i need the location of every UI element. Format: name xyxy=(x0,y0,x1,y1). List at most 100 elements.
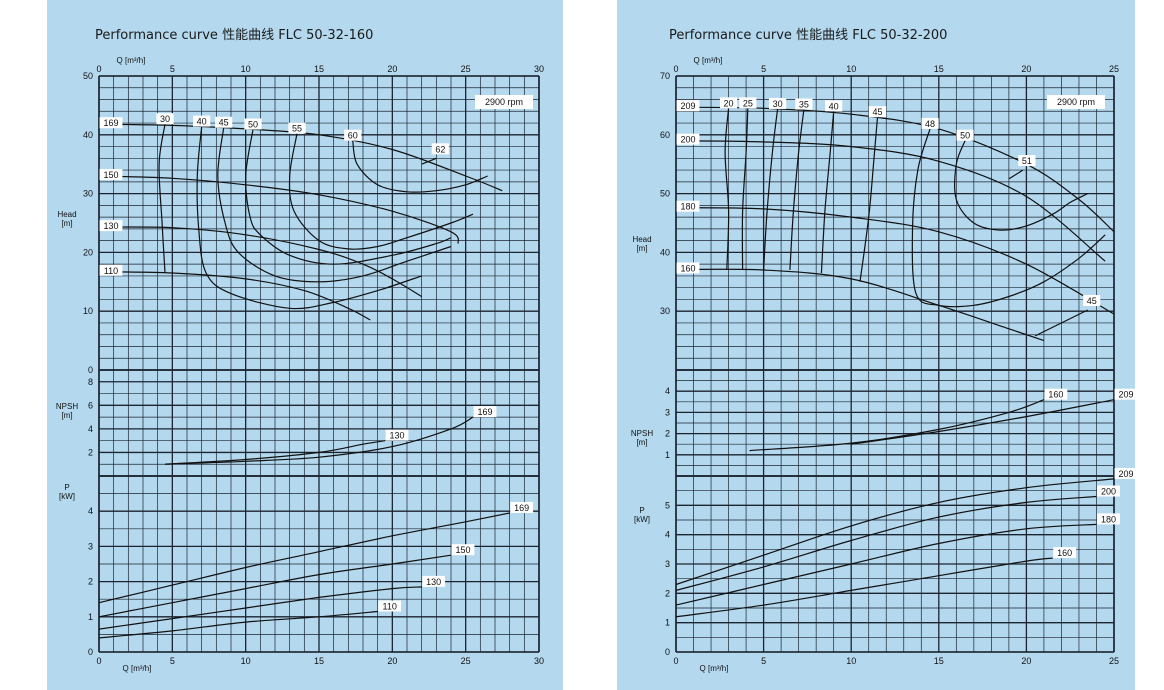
power-label-110-bg xyxy=(378,600,402,612)
npsh-curve-160 xyxy=(749,399,1045,452)
head-curve-180 xyxy=(675,207,1115,315)
x-tick-label-top: 15 xyxy=(314,64,324,74)
efficiency-label-30-bg xyxy=(769,97,787,109)
power-label-110: 110 xyxy=(382,602,396,612)
efficiency-label-55-bg xyxy=(288,122,306,134)
x-tick-label-top: 15 xyxy=(934,64,944,74)
efficiency-curve-50 xyxy=(954,140,1088,231)
top-axis-label: Q [m³/h] xyxy=(694,56,723,65)
head-curve-110 xyxy=(98,271,371,321)
y-tick-label: 3 xyxy=(88,541,93,551)
efficiency-marker-label-51: 51 xyxy=(1022,156,1032,166)
power-label-160-bg xyxy=(1053,547,1077,559)
efficiency-marker-label-45: 45 xyxy=(1087,296,1097,306)
y-axis-label-npsh: NPSH [m] xyxy=(631,429,653,447)
efficiency-curve-40 xyxy=(196,126,422,310)
npsh-label-130-bg xyxy=(385,429,409,441)
efficiency-marker-label-51-bg xyxy=(1018,155,1036,167)
head-curve-150 xyxy=(98,175,459,244)
y-tick-label: 4 xyxy=(665,386,670,396)
efficiency-curve-60 xyxy=(352,140,488,193)
efficiency-label-35-bg xyxy=(795,98,813,110)
head-label-150: 150 xyxy=(103,170,118,180)
power-label-200: 200 xyxy=(1101,487,1116,497)
head-label-209-bg xyxy=(676,100,700,112)
y-tick-label: 1 xyxy=(665,618,670,628)
head-label-130: 130 xyxy=(103,221,118,231)
efficiency-marker-label-45-bg xyxy=(1083,295,1101,307)
y-tick-label: 5 xyxy=(665,500,670,510)
efficiency-label-30: 30 xyxy=(160,114,170,124)
npsh-label-160-bg xyxy=(1044,388,1068,400)
efficiency-label-50: 50 xyxy=(248,120,258,130)
y-tick-label: 50 xyxy=(660,189,670,199)
x-tick-label: 5 xyxy=(761,656,766,666)
efficiency-curve-45 xyxy=(217,127,452,283)
power-curve-150 xyxy=(98,554,452,618)
x-tick-label-top: 30 xyxy=(534,64,544,74)
y-tick-label: 2 xyxy=(665,429,670,439)
x-tick-label: 15 xyxy=(314,656,324,666)
x-tick-label-top: 10 xyxy=(241,64,251,74)
power-label-209: 209 xyxy=(1118,469,1133,479)
efficiency-curve-48 xyxy=(911,128,1106,308)
efficiency-curve-25 xyxy=(741,108,749,271)
x-tick-label: 25 xyxy=(1109,656,1119,666)
efficiency-label-48-bg xyxy=(921,117,939,129)
efficiency-label-60: 60 xyxy=(348,131,358,141)
head-label-200-bg xyxy=(676,133,700,145)
efficiency-label-30-bg xyxy=(156,113,174,125)
efficiency-label-20: 20 xyxy=(724,98,734,108)
efficiency-label-40: 40 xyxy=(197,117,207,127)
npsh-label-209-bg xyxy=(1114,388,1135,400)
power-curve-200 xyxy=(675,495,1097,591)
head-label-180: 180 xyxy=(680,202,695,212)
efficiency-label-50-bg xyxy=(956,129,974,141)
x-tick-label-top: 25 xyxy=(461,64,471,74)
top-axis-label: Q [m³/h] xyxy=(117,56,146,65)
x-tick-label: 30 xyxy=(534,656,544,666)
y-tick-label: 70 xyxy=(660,71,670,81)
y-tick-label: 8 xyxy=(88,377,93,387)
x-tick-label-top: 5 xyxy=(761,64,766,74)
power-label-200-bg xyxy=(1097,485,1120,497)
head-label-169: 169 xyxy=(103,118,118,128)
x-tick-label-top: 20 xyxy=(1021,64,1031,74)
efficiency-curve-45 xyxy=(859,117,879,282)
chart-title: Performance curve 性能曲线 FLC 50-32-200 xyxy=(669,28,948,43)
power-label-180-bg xyxy=(1097,513,1120,525)
npsh-label-209: 209 xyxy=(1118,390,1133,400)
efficiency-marker-label-62-bg xyxy=(431,143,449,155)
efficiency-label-35: 35 xyxy=(799,100,809,110)
x-tick-label: 0 xyxy=(96,656,101,666)
y-tick-label: 4 xyxy=(88,506,93,516)
efficiency-label-40: 40 xyxy=(829,101,839,111)
chart-title: Performance curve 性能曲线 FLC 50-32-160 xyxy=(95,28,374,43)
head-curve-209 xyxy=(675,106,1115,233)
speed-label: 2900 rpm xyxy=(1057,97,1095,107)
x-tick-label-top: 0 xyxy=(96,64,101,74)
power-label-130: 130 xyxy=(426,577,441,587)
y-axis-label-power: P [kW] xyxy=(634,506,650,524)
y-tick-label: 0 xyxy=(665,647,670,657)
power-curve-180 xyxy=(675,523,1097,606)
efficiency-label-30: 30 xyxy=(773,99,783,109)
x-tick-label-top: 20 xyxy=(387,64,397,74)
y-tick-label: 30 xyxy=(660,306,670,316)
y-tick-label: 4 xyxy=(665,530,670,540)
y-axis-label-power: P [kW] xyxy=(59,483,75,501)
y-tick-label: 0 xyxy=(88,647,93,657)
chart-panel-right: Performance curve 性能曲线 FLC 50-32-200 0 0 5… xyxy=(617,0,1135,690)
speed-label: 2900 rpm xyxy=(485,97,523,107)
power-label-150-bg xyxy=(451,544,475,556)
efficiency-label-45-bg xyxy=(215,116,233,128)
x-tick-label: 10 xyxy=(241,656,251,666)
efficiency-label-40-bg xyxy=(193,115,211,127)
x-tick-label-top: 0 xyxy=(673,64,678,74)
efficiency-label-45: 45 xyxy=(219,118,229,128)
power-curve-209 xyxy=(675,478,1115,586)
y-axis-label-head: Head [m] xyxy=(57,210,76,228)
efficiency-curve-30 xyxy=(763,108,779,271)
